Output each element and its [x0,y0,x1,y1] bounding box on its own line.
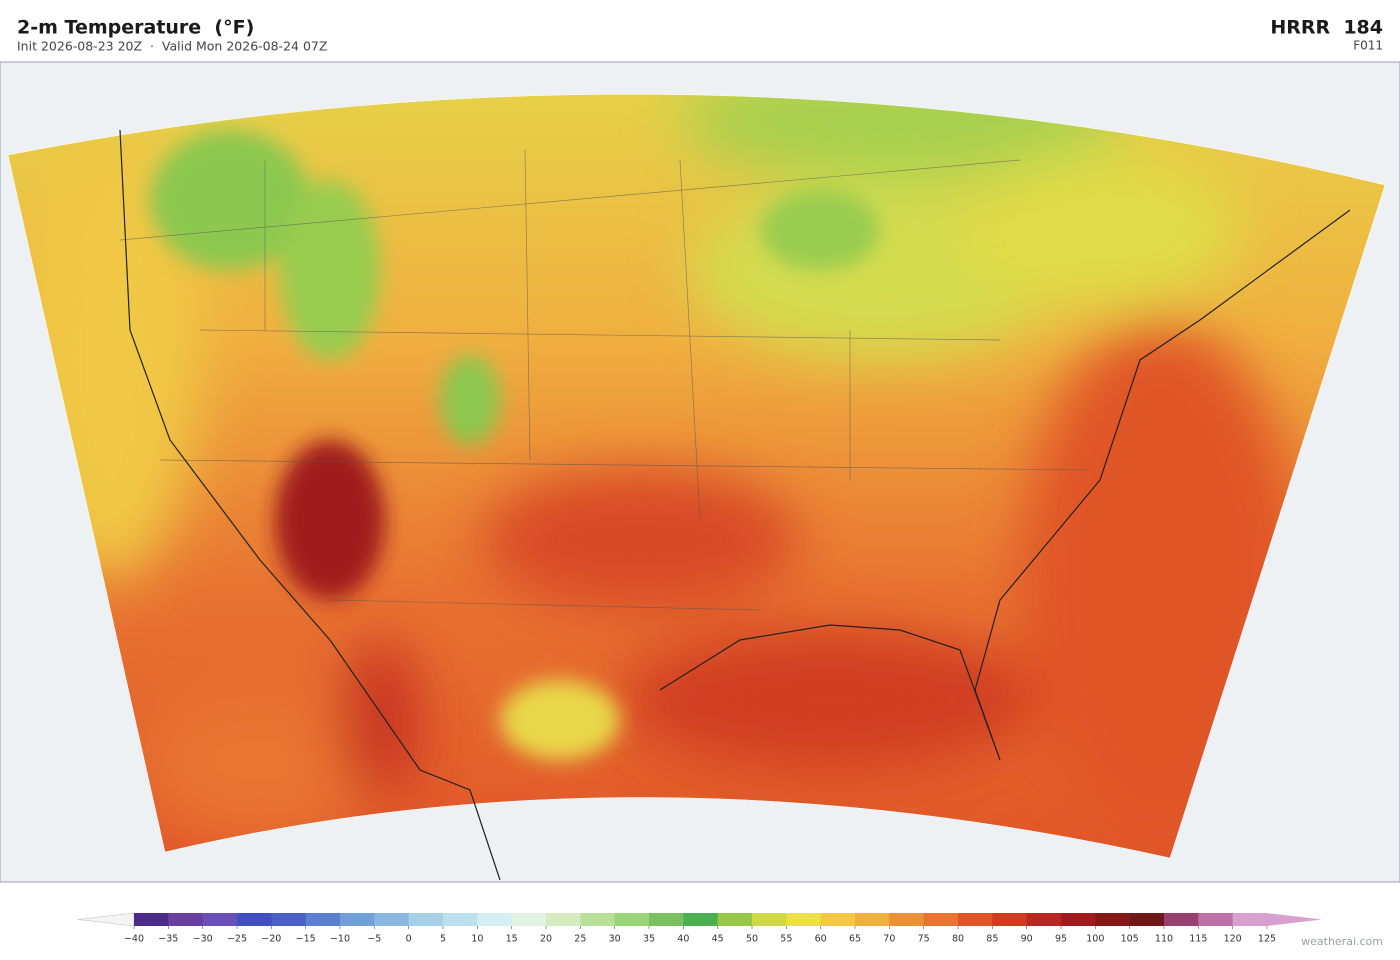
colorbar-segment [374,913,410,926]
credit: weatherai.com [1301,935,1383,948]
title: 2-m Temperature (°F) [17,17,254,39]
colorbar-tick-label: −20 [261,934,281,945]
colorbar-segment [855,913,890,926]
colorbar-tick-label: 70 [883,934,895,945]
colorbar-segment [614,913,650,926]
colorbar-tick-label: 40 [677,934,689,945]
colorbar-under [77,912,135,927]
colorbar-segment [1026,913,1062,926]
map [0,61,1400,883]
colorbar-tick-label: −10 [330,934,350,945]
colorbar-segment [1198,913,1234,926]
colorbar-segment [1095,913,1131,926]
colorbar-tick-label: 115 [1189,934,1207,945]
colorbar-tick-label: 90 [1021,934,1033,945]
colorbar-segment [168,913,204,926]
colorbar-tick-label: 15 [506,934,518,945]
colorbar-tick-label: −30 [193,934,213,945]
colorbar-segment [923,913,959,926]
colorbar-segment [202,913,238,926]
colorbar-segment [443,913,478,926]
colorbar-tick-label: 20 [540,934,552,945]
colorbar-tick-label: −15 [296,934,316,945]
colorbar-tick-label: 35 [643,934,655,945]
subtitle: Init 2026-08-23 20Z · Valid Mon 2026-08-… [17,39,327,54]
colorbar-tick-label: 45 [712,934,724,945]
colorbar-tick-label: 120 [1224,934,1242,945]
colorbar-tick-label: 100 [1086,934,1104,945]
colorbar-tick-label: 110 [1155,934,1173,945]
colorbar-segment [477,913,513,926]
colorbar-tick-label: 0 [406,934,412,945]
colorbar-tick-label: −40 [124,934,144,945]
colorbar-segment [683,913,719,926]
colorbar-segment [1232,913,1268,926]
temperature-field [8,94,1385,858]
colorbar-segment [546,913,581,926]
colorbar-segment [958,913,993,926]
colorbar-tick-label: 30 [609,934,621,945]
colorbar-segment [1061,913,1096,926]
colorbar-tick-label: 25 [574,934,586,945]
colorbar-segment [786,913,822,926]
colorbar-segment [271,913,307,926]
forecast-hour: F011 [1353,39,1383,53]
colorbar-tick-label: 55 [780,934,792,945]
colorbar-tick-label: 75 [918,934,930,945]
colorbar-segment [580,913,616,926]
colorbar-segment [820,913,856,926]
colorbar-tick-label: 95 [1055,934,1067,945]
colorbar-tick-label: 105 [1121,934,1139,945]
colorbar-tick-label: −35 [158,934,178,945]
colorbar-tick-label: 60 [815,934,827,945]
model-label: HRRR 184 [1270,17,1383,39]
colorbar-over [1267,913,1322,926]
colorbar-segment [134,913,169,926]
colorbar-tick-label: 80 [952,934,964,945]
colorbar-segment [889,913,925,926]
colorbar-tick-label: 5 [440,934,446,945]
colorbar-segment [237,913,272,926]
colorbar: −40 −35 −30 −25 −20 −15 −10 −5 0 5 10 15 20 25 30 35 40 4… [77,912,1322,945]
colorbar-tick-label: −25 [227,934,247,945]
colorbar-tick-label: 125 [1258,934,1276,945]
colorbar-segment [992,913,1028,926]
colorbar-segment [305,913,341,926]
colorbar-segment [1129,913,1165,926]
colorbar-segment [649,913,684,926]
colorbar-tick-label: 50 [746,934,758,945]
colorbar-tick-label: 10 [471,934,483,945]
colorbar-segment [717,913,753,926]
colorbar-segment [752,913,787,926]
colorbar-segment [1164,913,1199,926]
colorbar-segment [408,913,444,926]
colorbar-tick-label: 85 [986,934,998,945]
colorbar-segment [511,913,547,926]
colorbar-tick-label: −5 [367,934,381,945]
colorbar-tick-label: 65 [849,934,861,945]
colorbar-segment [340,913,375,926]
